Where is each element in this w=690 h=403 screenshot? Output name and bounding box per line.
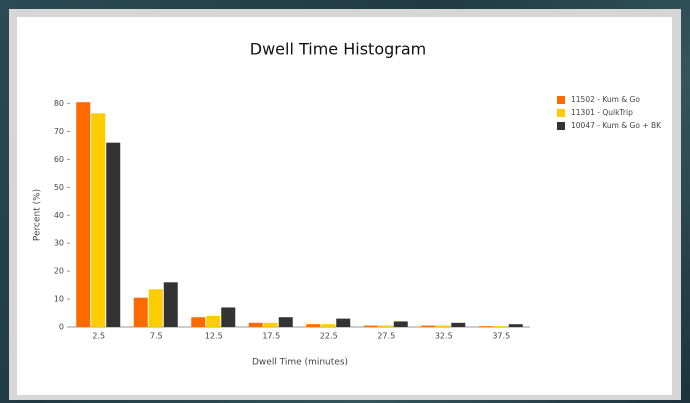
bar [91,113,106,327]
bar [393,321,408,327]
legend-swatch [557,96,565,104]
bar [478,326,493,327]
legend-swatch [557,122,565,130]
x-axis-label: Dwell Time (minutes) [252,358,348,368]
x-tick-label: 2.5 [92,332,105,341]
bar [336,318,351,327]
bar [321,324,336,327]
y-tick-label: 70 [54,127,64,136]
y-tick-label: 10 [54,295,64,304]
x-tick-label: 22.5 [320,332,338,341]
bar [163,282,178,327]
y-tick-label: 30 [54,239,64,248]
bar [206,315,221,327]
bar [221,307,236,327]
y-tick-label: 0 [59,323,64,332]
y-tick-label: 40 [54,211,64,220]
chart-title: Dwell Time Histogram [250,40,426,59]
y-tick-label: 50 [54,183,64,192]
x-tick-label: 7.5 [150,332,163,341]
bar [436,325,451,327]
chart: Dwell Time Histogram Dwell Time (minutes… [17,17,672,395]
y-tick-label: 20 [54,267,64,276]
bar [191,317,206,327]
bar [106,142,121,327]
bar [263,322,278,327]
bar [306,324,321,327]
bar [363,325,378,327]
bar [451,322,466,327]
y-tick-label: 80 [54,99,64,108]
x-tick-label: 27.5 [377,332,395,341]
bar [421,325,436,327]
legend-label: 11502 - Kum & Go [571,95,640,104]
bar [493,326,508,327]
x-tick-label: 12.5 [205,332,223,341]
legend-label: 11301 - QuikTrip [571,108,633,117]
y-tick-label: 60 [54,155,64,164]
bar [248,322,263,327]
x-tick-label: 32.5 [435,332,453,341]
legend-swatch [557,109,565,117]
legend-label: 10047 - Kum & Go + BK [571,121,662,130]
chart-background [17,17,672,395]
x-tick-label: 17.5 [262,332,280,341]
bar [133,297,148,327]
bar [508,324,523,327]
x-tick-label: 37.5 [492,332,510,341]
y-axis-label: Percent (%) [33,189,43,241]
bar [76,102,91,327]
bar [278,317,293,327]
bar [378,325,393,327]
bar [148,289,163,327]
